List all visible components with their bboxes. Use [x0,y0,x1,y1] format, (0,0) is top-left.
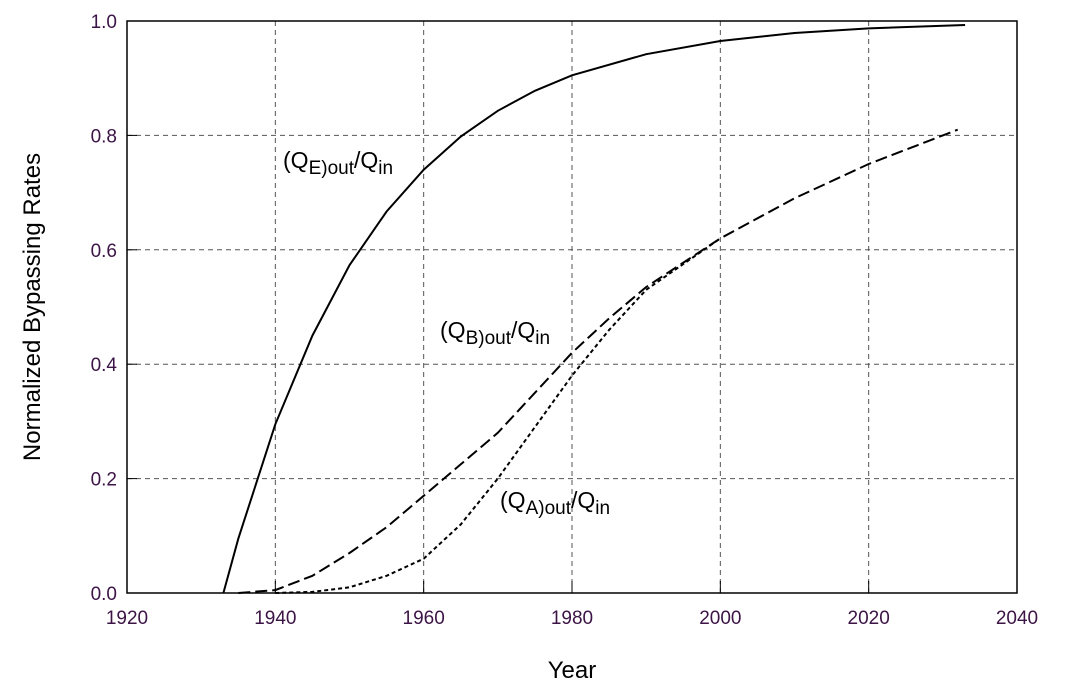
label-part: A)out [526,498,572,519]
y-tick-label: 0.4 [91,355,118,376]
label-part: (Q [500,487,526,513]
x-tick-label: 1940 [254,608,296,629]
x-tick-label: 1920 [106,608,148,629]
x-axis-title: Year [548,657,597,684]
x-tick-label: 2040 [996,608,1038,629]
y-tick-label: 0.2 [91,470,117,491]
label-part: in [378,158,393,179]
series-label: (QA)out/Qin [500,487,610,519]
y-tick-label: 0.0 [91,584,117,605]
x-tick-label: 1980 [551,608,593,629]
plot-frame [126,20,1018,594]
label-part: /Q [511,317,535,343]
label-part: B)out [466,328,512,349]
y-tick-label: 0.8 [91,126,117,147]
line-dashed [238,128,959,594]
y-tick-label: 1.0 [91,12,117,33]
series-label: (QB)out/Qin [440,317,550,349]
x-tick-label: 2000 [699,608,741,629]
line-solid [222,24,966,594]
y-tick-label: 0.6 [91,241,117,262]
label-part: E)out [309,158,355,179]
label-part: in [535,328,550,349]
label-part: in [595,498,610,519]
label-part: (Q [283,147,309,173]
label-part: (Q [440,317,466,343]
x-tick-label: 2020 [848,608,890,629]
label-part: /Q [571,487,595,513]
line-dotted [275,237,721,594]
label-part: /Q [354,147,378,173]
y-axis-title: Normalized Bypassing Rates [19,153,46,461]
x-tick-label: 1960 [403,608,445,629]
series-label: (QE)out/Qin [283,147,393,179]
